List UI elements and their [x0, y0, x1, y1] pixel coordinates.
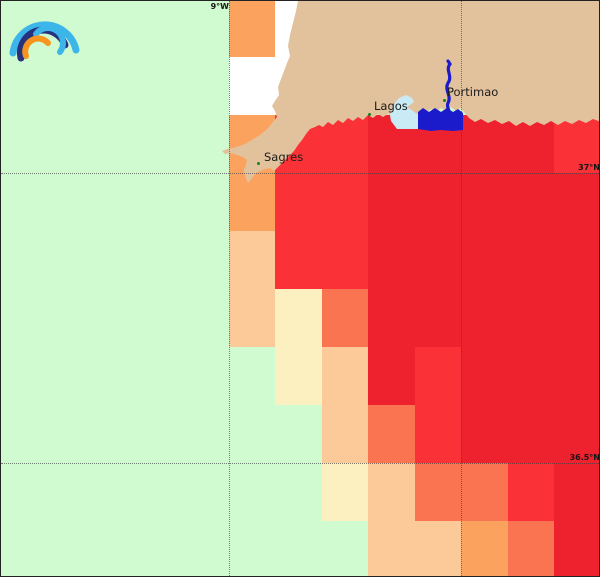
grid-cell-r3-c3: [368, 173, 415, 231]
grid-cell-r9-c6: [508, 521, 554, 576]
grid-cell-r1-c0: [229, 57, 275, 115]
logo-arc-3: [33, 25, 66, 55]
estuary-polygon: [418, 108, 463, 131]
grid-cell-r3-c1: [275, 173, 322, 231]
grid-cell-r8-c1: [275, 463, 322, 521]
place-label-sagres: Sagres: [264, 150, 304, 164]
grid-cell-r7-c7: [554, 405, 599, 463]
grid-cell-r5-c6: [508, 289, 554, 347]
grid-cell-r8-c2: [322, 463, 368, 521]
place-label-lagos: Lagos: [374, 99, 408, 113]
grid-cell-r4-c6: [508, 231, 554, 289]
place-marker-portimao: [443, 99, 446, 102]
grid-cell-r7-c0: [229, 405, 275, 463]
grid-cell-r5-c1: [275, 289, 322, 347]
grid-cell-r6-c1: [275, 347, 322, 405]
place-label-portimao: Portimao: [447, 85, 499, 99]
grid-cell-r4-c4: [415, 231, 461, 289]
grid-cell-r2-c2: [322, 115, 368, 173]
grid-cell-r8-c4: [415, 463, 461, 521]
logo-arc-4: [22, 35, 51, 59]
place-marker-lagos: [368, 113, 371, 116]
grid-cell-r5-c5: [461, 289, 508, 347]
grid-cell-r5-c4: [415, 289, 461, 347]
grid-cell-r7-c1: [275, 405, 322, 463]
grid-cell-r6-c2: [322, 347, 368, 405]
grid-cell-r4-c5: [461, 231, 508, 289]
grid-cell-r6-c6: [508, 347, 554, 405]
grid-cell-r7-c5: [461, 405, 508, 463]
grid-cell-r4-c3: [368, 231, 415, 289]
grid-cell-r2-c5: [461, 115, 508, 173]
grid-cell-r9-c7: [554, 521, 599, 576]
grid-cell-r8-c3: [368, 463, 415, 521]
grid-cell-r2-c7: [554, 115, 599, 173]
grid-cell-r5-c7: [554, 289, 599, 347]
grid-cell-r7-c4: [415, 405, 461, 463]
lagoon-polygon: [390, 95, 418, 129]
grid-cell-r5-c3: [368, 289, 415, 347]
place-marker-sagres: [257, 162, 260, 165]
grid-cell-r9-c4: [415, 521, 461, 576]
grid-cell-r9-c0: [229, 521, 275, 576]
grid-cell-r3-c7: [554, 173, 599, 231]
grid-cell-r3-c5: [461, 173, 508, 231]
land-polygon: [222, 1, 599, 183]
grid-cell-r6-c0: [229, 347, 275, 405]
grid-cell-r8-c7: [554, 463, 599, 521]
coord-label-lat-36-5n: 36.5°N: [569, 453, 600, 462]
grid-cell-r7-c6: [508, 405, 554, 463]
grid-cell-r9-c5: [461, 521, 508, 576]
coord-label-lat-37n: 37°N: [578, 163, 600, 172]
grid-cell-r8-c6: [508, 463, 554, 521]
grid-cell-r5-c2: [322, 289, 368, 347]
grid-cell-r3-c2: [322, 173, 368, 231]
rainbow-logo-icon: [9, 21, 80, 62]
grid-cell-r4-c2: [322, 231, 368, 289]
grid-cell-r3-c4: [415, 173, 461, 231]
grid-cell-r7-c2: [322, 405, 368, 463]
grid-cell-r4-c1: [275, 231, 322, 289]
grid-cell-r6-c3: [368, 347, 415, 405]
grid-cell-r6-c5: [461, 347, 508, 405]
grid-cell-r5-c0: [229, 289, 275, 347]
coord-label-lon-9w: 9°W: [210, 2, 229, 11]
grid-cell-r9-c3: [368, 521, 415, 576]
logo-arc-1: [9, 21, 80, 57]
grid-cell-r9-c1: [275, 521, 322, 576]
river-path: [445, 59, 452, 116]
grid-cell-r0-c0: [229, 1, 275, 57]
grid-cell-r6-c7: [554, 347, 599, 405]
grid-cell-r9-c2: [322, 521, 368, 576]
grid-cell-r8-c5: [461, 463, 508, 521]
grid-cell-r7-c3: [368, 405, 415, 463]
grid-cell-r3-c6: [508, 173, 554, 231]
grid-cell-r4-c7: [554, 231, 599, 289]
grid-cell-r8-c0: [229, 463, 275, 521]
grid-cell-r6-c4: [415, 347, 461, 405]
grid-cell-r4-c0: [229, 231, 275, 289]
grid-cell-r3-c0: [229, 173, 275, 231]
